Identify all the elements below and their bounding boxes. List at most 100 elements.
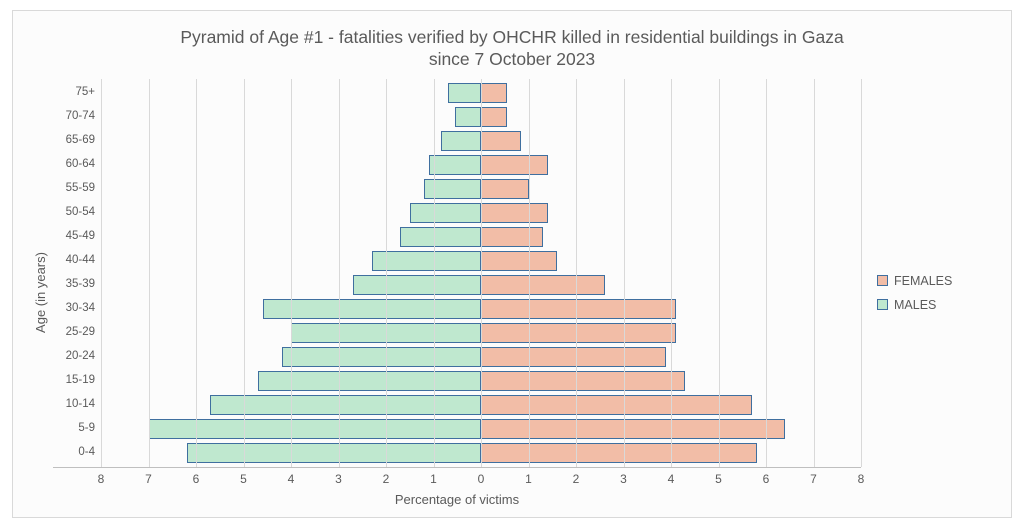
bar-female [481, 203, 548, 223]
plot-area: 75+70-7465-6960-6455-5950-5445-4940-4435… [53, 79, 861, 468]
bar-male [448, 83, 481, 103]
chart-title-line2: since 7 October 2023 [429, 49, 595, 69]
age-category-label: 70-74 [53, 107, 101, 127]
age-category-label: 15-19 [53, 371, 101, 391]
x-tick-label: 4 [668, 472, 675, 486]
gridline [719, 79, 720, 467]
x-tick-label: 3 [335, 472, 342, 486]
age-category-label: 55-59 [53, 179, 101, 199]
gridline [529, 79, 530, 467]
plot-column: 75+70-7465-6960-6455-5950-5445-4940-4435… [53, 79, 861, 507]
x-tick-label: 3 [620, 472, 627, 486]
x-tick-label: 5 [240, 472, 247, 486]
bar-female [481, 251, 557, 271]
gridline [434, 79, 435, 467]
bar-male [400, 227, 481, 247]
age-category-label: 65-69 [53, 131, 101, 151]
bar-female [481, 107, 507, 127]
legend-label-males: MALES [894, 298, 936, 312]
x-tick-label: 7 [145, 472, 152, 486]
chart-card: Pyramid of Age #1 - fatalities verified … [12, 10, 1012, 518]
bar-female [481, 275, 605, 295]
chart-body: Age (in years) 75+70-7465-6960-6455-5950… [27, 79, 997, 507]
bar-female [481, 443, 757, 463]
bar-male [149, 419, 482, 439]
x-tick-label: 6 [763, 472, 770, 486]
bar-female [481, 155, 548, 175]
legend-item-females: FEMALES [877, 274, 997, 288]
gridline [861, 79, 862, 467]
gridline [291, 79, 292, 467]
x-tick-label: 5 [715, 472, 722, 486]
age-category-label: 10-14 [53, 395, 101, 415]
plot-inner: 75+70-7465-6960-6455-5950-5445-4940-4435… [101, 79, 861, 467]
age-category-label: 5-9 [53, 419, 101, 439]
chart-title-line1: Pyramid of Age #1 - fatalities verified … [180, 27, 843, 47]
legend-item-males: MALES [877, 298, 997, 312]
age-category-label: 30-34 [53, 299, 101, 319]
x-axis-label: Percentage of victims [53, 492, 861, 507]
gridline [576, 79, 577, 467]
x-tick-label: 8 [98, 472, 105, 486]
bar-male [263, 299, 482, 319]
gridline [339, 79, 340, 467]
age-category-label: 35-39 [53, 275, 101, 295]
x-tick-label: 2 [383, 472, 390, 486]
gridline [671, 79, 672, 467]
bar-female [481, 131, 521, 151]
bar-male [455, 107, 481, 127]
legend: FEMALES MALES [861, 79, 997, 507]
bar-female [481, 419, 785, 439]
gridline [814, 79, 815, 467]
chart-title: Pyramid of Age #1 - fatalities verified … [27, 27, 997, 71]
legend-label-females: FEMALES [894, 274, 952, 288]
gridline [149, 79, 150, 467]
x-tick-label: 7 [810, 472, 817, 486]
bar-male [410, 203, 481, 223]
x-tick-label: 0 [478, 472, 485, 486]
bar-male [353, 275, 481, 295]
x-axis-tick-spacer [53, 472, 101, 486]
age-category-label: 40-44 [53, 251, 101, 271]
gridline [196, 79, 197, 467]
gridline [244, 79, 245, 467]
age-category-label: 75+ [53, 83, 101, 103]
age-category-label: 25-29 [53, 323, 101, 343]
x-tick-label: 1 [525, 472, 532, 486]
gridline [481, 79, 482, 467]
bar-female [481, 299, 676, 319]
bar-female [481, 179, 529, 199]
legend-swatch-females [877, 275, 888, 286]
chart-container: Pyramid of Age #1 - fatalities verified … [0, 0, 1024, 528]
bar-female [481, 83, 507, 103]
bar-male [187, 443, 482, 463]
gridline [101, 79, 102, 467]
bar-male [210, 395, 481, 415]
x-tick-label: 2 [573, 472, 580, 486]
bar-male [441, 131, 481, 151]
bar-female [481, 227, 543, 247]
age-category-label: 20-24 [53, 347, 101, 367]
age-category-label: 50-54 [53, 203, 101, 223]
gridline [624, 79, 625, 467]
legend-swatch-males [877, 299, 888, 310]
bar-female [481, 371, 685, 391]
bar-male [372, 251, 481, 271]
gridline [386, 79, 387, 467]
x-tick-label: 1 [430, 472, 437, 486]
y-axis-label: Age (in years) [33, 252, 48, 333]
bar-male [429, 155, 481, 175]
bar-female [481, 395, 752, 415]
age-category-label: 0-4 [53, 443, 101, 463]
y-axis-label-wrap: Age (in years) [27, 79, 53, 507]
x-tick-label: 6 [193, 472, 200, 486]
age-category-label: 45-49 [53, 227, 101, 247]
bar-female [481, 347, 666, 367]
bar-female [481, 323, 676, 343]
gridline [766, 79, 767, 467]
x-tick-label: 8 [858, 472, 865, 486]
x-axis-ticks: 87654321012345678 [53, 472, 861, 486]
x-axis-tick-labels: 87654321012345678 [101, 472, 861, 486]
x-tick-label: 4 [288, 472, 295, 486]
bar-male [282, 347, 482, 367]
